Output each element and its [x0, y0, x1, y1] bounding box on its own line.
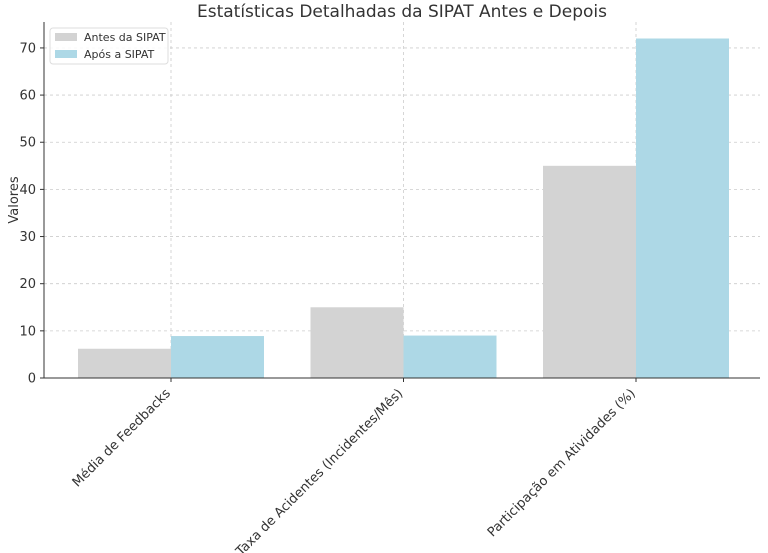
y-tick-label: 70 — [19, 41, 36, 56]
legend-swatch — [55, 33, 77, 41]
legend-frame — [49, 27, 169, 65]
bar-after-3 — [636, 38, 729, 379]
y-tick-label: 20 — [19, 277, 36, 292]
legend-swatch — [55, 50, 77, 58]
bar-after-2 — [403, 335, 497, 378]
x-tick-label: Média de Feedbacks — [70, 386, 174, 490]
bar-before-2 — [310, 307, 404, 378]
bar-before-1 — [78, 348, 171, 378]
y-tick-label: 50 — [19, 136, 36, 151]
bar-before-3 — [543, 165, 636, 378]
bars — [78, 38, 729, 379]
y-tick-label: 10 — [19, 324, 36, 339]
legend: Antes da SIPAT Após a SIPAT — [49, 27, 169, 65]
y-tick-label: 40 — [19, 183, 36, 198]
legend-label: Antes da SIPAT — [84, 31, 166, 44]
bar-after-1 — [171, 336, 264, 378]
legend-label: Após a SIPAT — [84, 48, 155, 61]
y-axis-label: Valores — [7, 176, 22, 223]
x-tick-label: Taxa de Acidentes (Incidentes/Mês) — [233, 386, 407, 553]
y-tick-label: 0 — [28, 372, 36, 387]
chart-title: Estatísticas Detalhadas da SIPAT Antes e… — [197, 2, 607, 22]
x-tick-label: Participação em Atividades (%) — [485, 386, 639, 540]
y-tick-label: 60 — [19, 89, 36, 104]
y-tick-label: 30 — [19, 230, 36, 245]
